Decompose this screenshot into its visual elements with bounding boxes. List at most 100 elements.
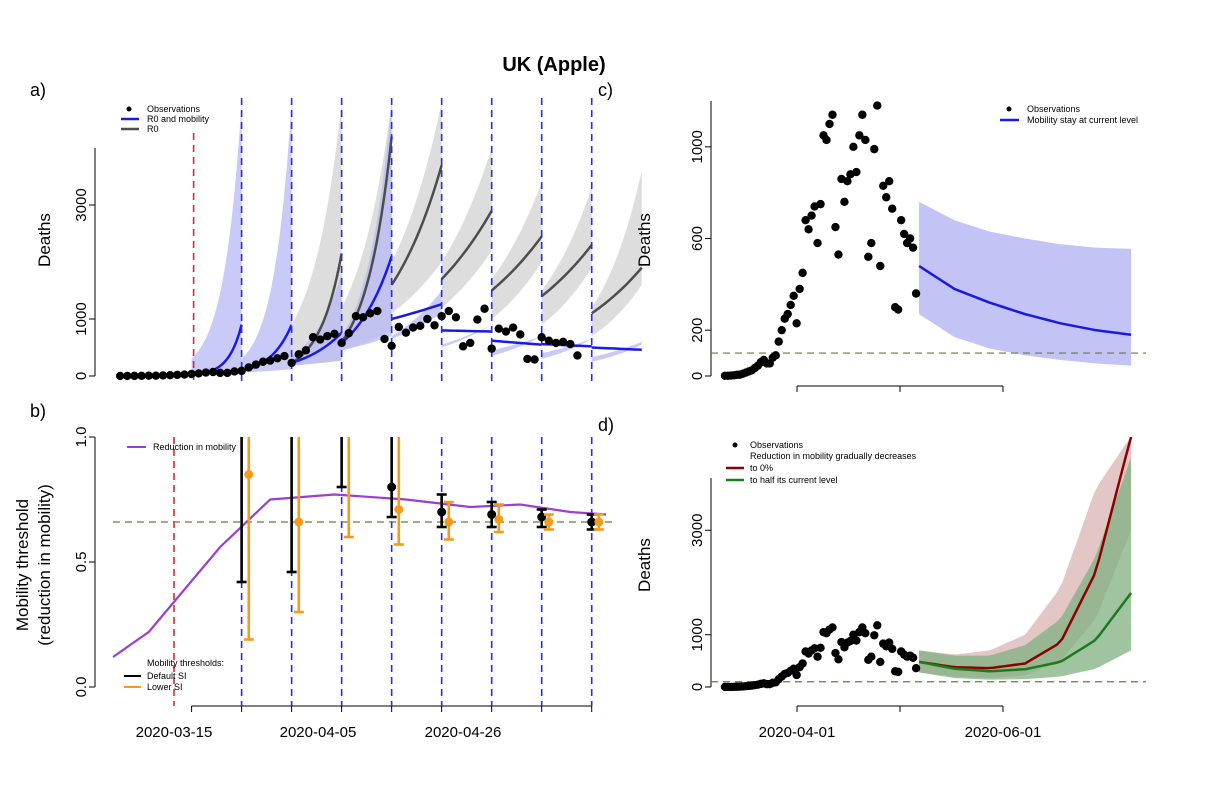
r0-forecast-line	[390, 164, 443, 286]
observation-point	[777, 325, 786, 335]
r0-mobility-forecast-line	[441, 329, 492, 333]
to-half-forecast-line	[918, 592, 1133, 673]
observation-point	[893, 305, 903, 314]
panel-c-legend: Observations Mobility stay at current le…	[1000, 104, 1138, 125]
observation-point	[801, 215, 810, 225]
r0-forecast-band	[591, 170, 642, 337]
observation-point	[316, 335, 325, 344]
observation-point	[864, 252, 873, 262]
panel-b-label: b)	[30, 401, 46, 421]
observation-point	[885, 177, 894, 186]
observation-point	[516, 330, 525, 339]
legend-thresholds-title: Mobility thresholds:	[147, 658, 224, 668]
observation-point	[123, 371, 132, 381]
observation-point	[258, 357, 268, 366]
observation-point	[870, 631, 879, 640]
observation-point	[807, 211, 816, 220]
lower-si-point	[594, 517, 604, 527]
to-half-forecast-band	[919, 457, 1132, 680]
legend-gradual-title: Reduction in mobility gradually decrease…	[750, 451, 917, 461]
panel-b-xtick-label: 2020-04-05	[280, 724, 357, 741]
observation-point	[831, 222, 840, 232]
observation-point	[416, 321, 425, 331]
observation-point	[804, 225, 813, 234]
legend-observation-marker	[1006, 106, 1012, 112]
panel-c-label: c)	[598, 80, 613, 100]
r0-mobility-forecast-band	[491, 336, 542, 357]
observation-point	[861, 135, 870, 145]
panel-a-legend: Observations R0 and mobility R0	[121, 104, 210, 134]
r0-mobility-forecast-band	[391, 290, 442, 339]
observation-point	[774, 337, 783, 346]
default-si-point	[587, 517, 597, 527]
r0-forecast-line	[540, 244, 593, 298]
panel-d-xtick-label: 2020-06-01	[965, 724, 1042, 741]
observation-point	[187, 369, 196, 379]
observation-point	[771, 351, 780, 360]
observation-point	[798, 659, 807, 668]
r0-forecast-line	[490, 235, 543, 292]
current-level-forecast-band	[919, 201, 1132, 366]
observation-point	[408, 323, 418, 332]
legend-observations-label: Observations	[147, 104, 201, 114]
observation-point	[858, 110, 867, 119]
panel-c-ytick-label: 600	[689, 226, 706, 251]
observation-point	[849, 142, 858, 152]
panel-d: 0 1000 3000 2020-04-01 2020-06-01	[689, 436, 1146, 741]
legend-observation-marker	[126, 106, 132, 112]
observation-point	[911, 289, 921, 298]
observation-point	[879, 181, 888, 190]
panel-d-legend: Observations Reduction in mobility gradu…	[726, 440, 917, 485]
to-zero-forecast-line	[918, 436, 1133, 670]
observation-point	[144, 371, 153, 380]
observation-point	[373, 306, 382, 316]
observation-point	[899, 229, 909, 239]
panel-d-ytick-label: 3000	[689, 514, 706, 547]
observation-point	[885, 638, 894, 647]
r0-forecast-band	[291, 102, 342, 366]
observation-point	[308, 333, 318, 342]
observation-point	[523, 354, 532, 364]
r0-mobility-forecast-line	[491, 339, 542, 346]
observation-point	[825, 119, 834, 129]
observation-point	[273, 354, 282, 363]
legend-r0-label: R0	[147, 124, 159, 134]
observation-point	[537, 333, 546, 342]
observation-point	[887, 644, 897, 654]
observation-point	[423, 314, 432, 324]
observation-point	[358, 313, 368, 322]
panel-c-ytick-label: 0	[689, 372, 706, 380]
observation-point	[551, 338, 561, 348]
panel-c-ytick-label: 1000	[689, 130, 706, 163]
observation-point	[223, 368, 232, 378]
observation-point	[473, 315, 482, 324]
panel-a-ytick-label: 0	[73, 372, 90, 380]
observation-point	[451, 313, 461, 322]
observation-point	[873, 621, 882, 630]
observation-point	[822, 135, 831, 145]
legend-current-level-label: Mobility stay at current level	[1027, 115, 1138, 125]
legend-lower-si-label: Lower SI	[147, 682, 183, 692]
observation-point	[230, 367, 239, 376]
observation-point	[480, 304, 489, 313]
observation-point	[816, 643, 825, 653]
observation-point	[792, 319, 801, 328]
observation-point	[137, 371, 146, 381]
observation-point	[401, 328, 411, 337]
observation-point	[130, 371, 139, 381]
observation-point	[458, 342, 468, 351]
current-level-forecast-line	[918, 264, 1132, 336]
legend-default-si-label: Default SI	[147, 671, 187, 681]
observation-point	[344, 329, 353, 338]
observation-point	[366, 309, 375, 318]
panel-b-ytick-label: 0.5	[73, 552, 90, 573]
observation-point	[573, 351, 582, 360]
observation-point	[798, 268, 807, 278]
observation-point	[508, 323, 518, 332]
r0-mobility-forecast-band	[241, 102, 292, 373]
observation-point	[852, 167, 861, 177]
observation-point	[867, 652, 876, 661]
legend-observations-label: Observations	[1027, 104, 1081, 114]
observation-point	[843, 177, 852, 186]
panel-d-ytick-label: 0	[689, 683, 706, 691]
